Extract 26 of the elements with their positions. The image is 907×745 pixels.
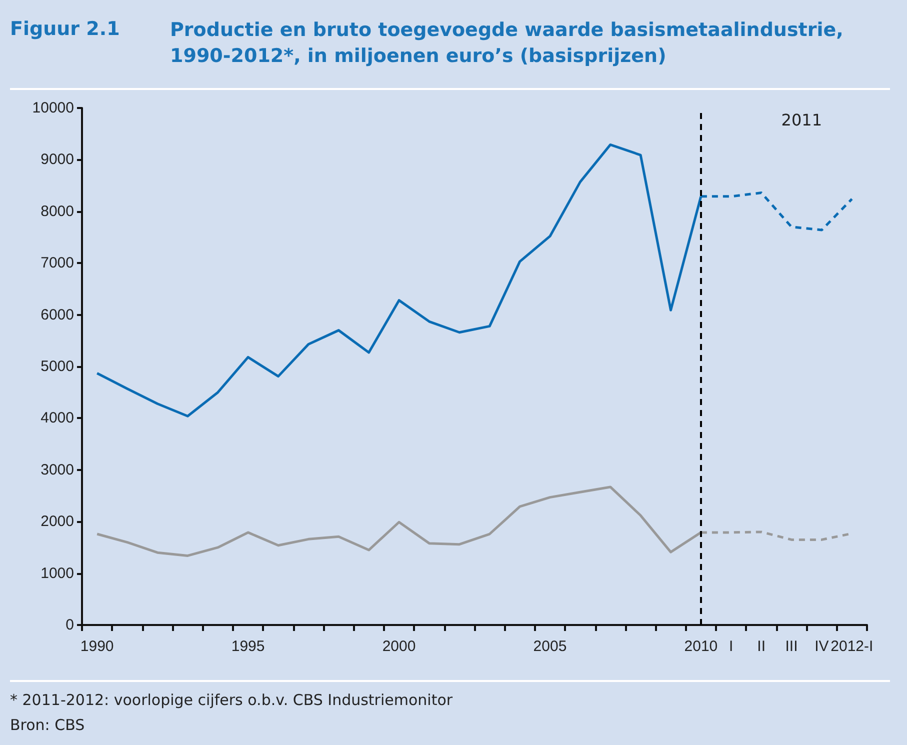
y-tick-label: 8000 [40, 202, 74, 220]
text: Bron: CBS [10, 715, 86, 736]
y-tick-label: 1000 [40, 564, 74, 582]
y-tick-label: 5000 [40, 358, 74, 375]
y-tick-label: 7000 [40, 254, 74, 272]
y-tick-label: 9000 [40, 151, 74, 168]
y-tick-label: 6000 [40, 306, 74, 324]
chart-subtitle: Productie en bruto toegevoegde waarde basismetaalindustrie, 1990-2012*, in miljoenen euro’s (basisprijzen) [170, 18, 844, 69]
x-tick-label: 1995 [231, 638, 265, 655]
y-tick-label: 3000 [40, 461, 74, 478]
y-tick-label: 4000 [40, 410, 74, 427]
y-tick-label: 10000 [32, 100, 74, 116]
x-tick-label: 2010 [684, 638, 718, 655]
text: * 2011-2012: voorlopige cijfers o.b.v. CBS Industriemonitor [10, 690, 454, 711]
x-tick-label: IV [814, 638, 829, 655]
y-tick-label: 0 [66, 616, 74, 634]
y-tick-label: 2000 [40, 513, 74, 530]
x-tick-label: 2005 [533, 638, 567, 655]
x-tick-label: I [729, 638, 734, 655]
x-tick-label: 2000 [382, 638, 416, 655]
chart-title: Figuur 2.1 [10, 18, 121, 42]
x-tick-label: II [757, 638, 766, 655]
x-tick-label: 1990 [80, 638, 114, 655]
x-tick-label: III [785, 638, 798, 655]
x-tick-label: 2012-I [830, 638, 874, 655]
annotation: 2011 [781, 110, 822, 130]
